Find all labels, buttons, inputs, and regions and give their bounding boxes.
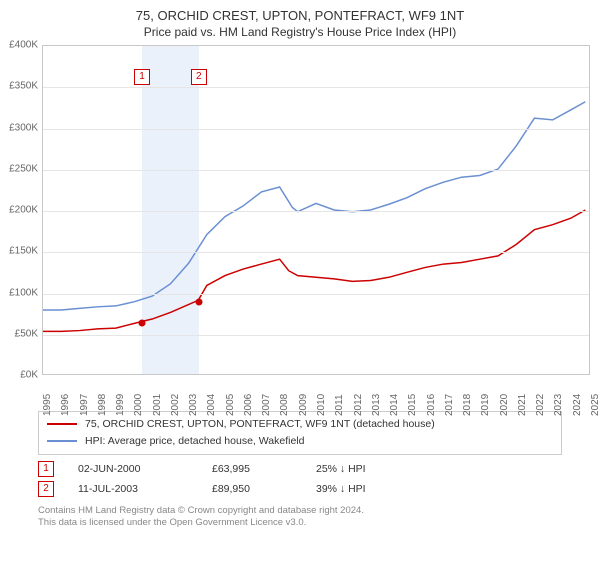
x-tick-label: 2019 (480, 394, 491, 416)
series-subject (43, 210, 585, 331)
sales-row: 1 02-JUN-2000 £63,995 25% ↓ HPI (38, 459, 562, 479)
gridline (43, 294, 589, 295)
x-tick-label: 2025 (590, 394, 600, 416)
x-tick-label: 2020 (499, 394, 510, 416)
y-tick-label: £150K (9, 246, 38, 257)
x-tick-label: 1997 (79, 394, 90, 416)
gridline (43, 335, 589, 336)
x-tick-label: 1996 (60, 394, 71, 416)
x-tick-label: 2005 (225, 394, 236, 416)
legend-item: HPI: Average price, detached house, Wake… (47, 433, 553, 450)
line-layer (43, 46, 589, 374)
gridline (43, 211, 589, 212)
x-tick-label: 2009 (298, 394, 309, 416)
sales-row-delta: 25% ↓ HPI (316, 463, 366, 475)
x-tick-label: 2014 (389, 394, 400, 416)
x-tick-label: 2021 (517, 394, 528, 416)
legend-label: HPI: Average price, detached house, Wake… (85, 433, 304, 450)
sales-row-number: 1 (38, 461, 54, 477)
x-tick-label: 2022 (535, 394, 546, 416)
y-tick-label: £0K (20, 370, 38, 381)
x-tick-label: 2008 (279, 394, 290, 416)
y-tick-label: £350K (9, 81, 38, 92)
sales-row-price: £63,995 (212, 463, 292, 475)
x-tick-label: 1995 (42, 394, 53, 416)
x-tick-label: 2012 (353, 394, 364, 416)
legend-swatch (47, 423, 77, 425)
plot-region: 12 (42, 45, 590, 375)
attribution: Contains HM Land Registry data © Crown c… (38, 505, 562, 531)
sales-row-price: £89,950 (212, 483, 292, 495)
y-tick-label: £250K (9, 163, 38, 174)
x-tick-label: 2018 (462, 394, 473, 416)
y-tick-label: £50K (15, 328, 38, 339)
gridline (43, 252, 589, 253)
y-tick-label: £200K (9, 205, 38, 216)
x-tick-label: 2024 (572, 394, 583, 416)
gridline (43, 170, 589, 171)
y-tick-label: £300K (9, 122, 38, 133)
legend-label: 75, ORCHID CREST, UPTON, PONTEFRACT, WF9… (85, 416, 435, 433)
x-tick-label: 2011 (334, 394, 345, 416)
sale-marker-2 (195, 298, 202, 305)
legend-item: 75, ORCHID CREST, UPTON, PONTEFRACT, WF9… (47, 416, 553, 433)
attribution-line2: This data is licensed under the Open Gov… (38, 517, 562, 530)
series-hpi (43, 102, 585, 310)
sale-number-2: 2 (191, 69, 207, 85)
sales-row-number: 2 (38, 481, 54, 497)
x-tick-label: 2016 (426, 394, 437, 416)
sales-row-date: 02-JUN-2000 (78, 463, 188, 475)
y-axis: £0K£50K£100K£150K£200K£250K£300K£350K£40… (0, 45, 40, 375)
sale-marker-1 (139, 320, 146, 327)
sales-row: 2 11-JUL-2003 £89,950 39% ↓ HPI (38, 479, 562, 499)
chart-area: £0K£50K£100K£150K£200K£250K£300K£350K£40… (42, 45, 590, 405)
gridline (43, 87, 589, 88)
y-tick-label: £100K (9, 287, 38, 298)
sales-table: 1 02-JUN-2000 £63,995 25% ↓ HPI 2 11-JUL-2003… (38, 459, 562, 499)
x-tick-label: 2023 (553, 394, 564, 416)
gridline (43, 129, 589, 130)
x-tick-label: 2003 (188, 394, 199, 416)
x-tick-label: 2004 (206, 394, 217, 416)
x-tick-label: 2000 (133, 394, 144, 416)
x-axis: 1995199619971998199920002001200220032004… (42, 375, 590, 405)
x-tick-label: 2007 (261, 394, 272, 416)
sales-row-date: 11-JUL-2003 (78, 483, 188, 495)
x-tick-label: 2001 (152, 394, 163, 416)
x-tick-label: 2002 (170, 394, 181, 416)
sales-row-delta: 39% ↓ HPI (316, 483, 366, 495)
y-tick-label: £400K (9, 40, 38, 51)
sale-number-1: 1 (134, 69, 150, 85)
x-tick-label: 2006 (243, 394, 254, 416)
attribution-line1: Contains HM Land Registry data © Crown c… (38, 505, 562, 518)
x-tick-label: 2017 (444, 394, 455, 416)
x-tick-label: 1998 (97, 394, 108, 416)
legend-box: 75, ORCHID CREST, UPTON, PONTEFRACT, WF9… (38, 411, 562, 455)
chart-title: 75, ORCHID CREST, UPTON, PONTEFRACT, WF9… (0, 8, 600, 23)
x-tick-label: 2015 (407, 394, 418, 416)
x-tick-label: 2010 (316, 394, 327, 416)
legend-swatch (47, 440, 77, 442)
x-tick-label: 1999 (115, 394, 126, 416)
gridline (43, 46, 589, 47)
chart-subtitle: Price paid vs. HM Land Registry's House … (0, 25, 600, 39)
x-tick-label: 2013 (371, 394, 382, 416)
